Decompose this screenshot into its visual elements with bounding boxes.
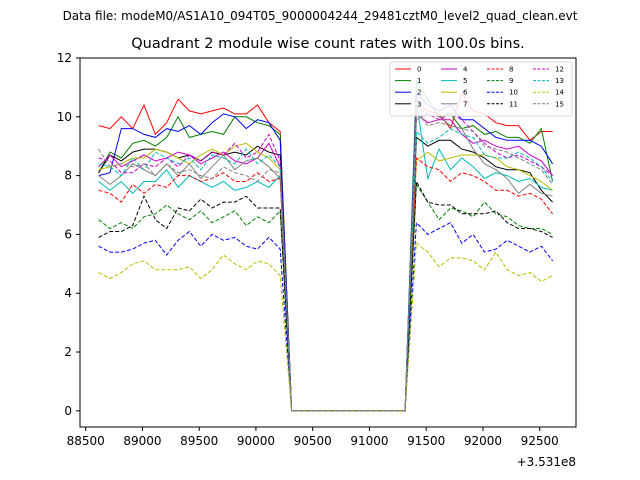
x-axis: 88500 89000 89500 90000 90500 91000 91500 92000… xyxy=(67,427,559,448)
series-line-14 xyxy=(98,242,553,412)
chart-title: Quadrant 2 module wise count rates with … xyxy=(131,36,525,52)
x-tick-label: 92000 xyxy=(464,434,502,448)
x-tick-label: 91500 xyxy=(407,434,445,448)
y-axis: 0 2 4 6 8 10 12 xyxy=(57,51,80,418)
legend-label-5: 5 xyxy=(463,77,467,85)
legend-label-8: 8 xyxy=(509,66,513,74)
legend-label-2: 2 xyxy=(417,89,421,97)
legend-label-3: 3 xyxy=(417,100,421,108)
chart-suptitle: Data file: modeM0/AS1A10_094T05_90000042… xyxy=(63,9,578,23)
y-tick-label: 6 xyxy=(64,227,72,241)
legend-label-0: 0 xyxy=(417,66,421,74)
y-tick-label: 0 xyxy=(64,404,72,418)
x-tick-label: 91000 xyxy=(350,434,388,448)
legend-label-13: 13 xyxy=(555,77,564,85)
x-tick-label: 89500 xyxy=(180,434,218,448)
legend-label-9: 9 xyxy=(509,77,513,85)
x-tick-label: 88500 xyxy=(67,434,105,448)
x-offset-label: +3.531e8 xyxy=(517,455,576,469)
legend-label-4: 4 xyxy=(463,66,468,74)
y-tick-label: 8 xyxy=(64,169,72,183)
y-tick-label: 10 xyxy=(57,110,72,124)
legend-label-1: 1 xyxy=(417,77,421,85)
y-tick-label: 2 xyxy=(64,345,72,359)
plot-area xyxy=(79,57,577,428)
y-tick-label: 4 xyxy=(64,286,72,300)
x-tick-label: 92500 xyxy=(521,434,559,448)
legend-label-14: 14 xyxy=(555,89,564,97)
legend-label-10: 10 xyxy=(509,89,518,97)
x-tick-label: 89000 xyxy=(123,434,161,448)
legend-label-6: 6 xyxy=(463,89,468,97)
series-line-8 xyxy=(98,157,553,412)
legend-frame xyxy=(389,61,573,117)
plot-frame xyxy=(79,57,577,428)
legend-label-12: 12 xyxy=(555,66,564,74)
legend-label-11: 11 xyxy=(509,100,518,108)
x-tick-label: 90500 xyxy=(294,434,332,448)
series-line-15 xyxy=(98,109,553,412)
x-tick-label: 90000 xyxy=(237,434,275,448)
legend-label-7: 7 xyxy=(463,100,467,108)
legend-label-15: 15 xyxy=(555,100,564,108)
y-tick-label: 12 xyxy=(57,51,72,65)
